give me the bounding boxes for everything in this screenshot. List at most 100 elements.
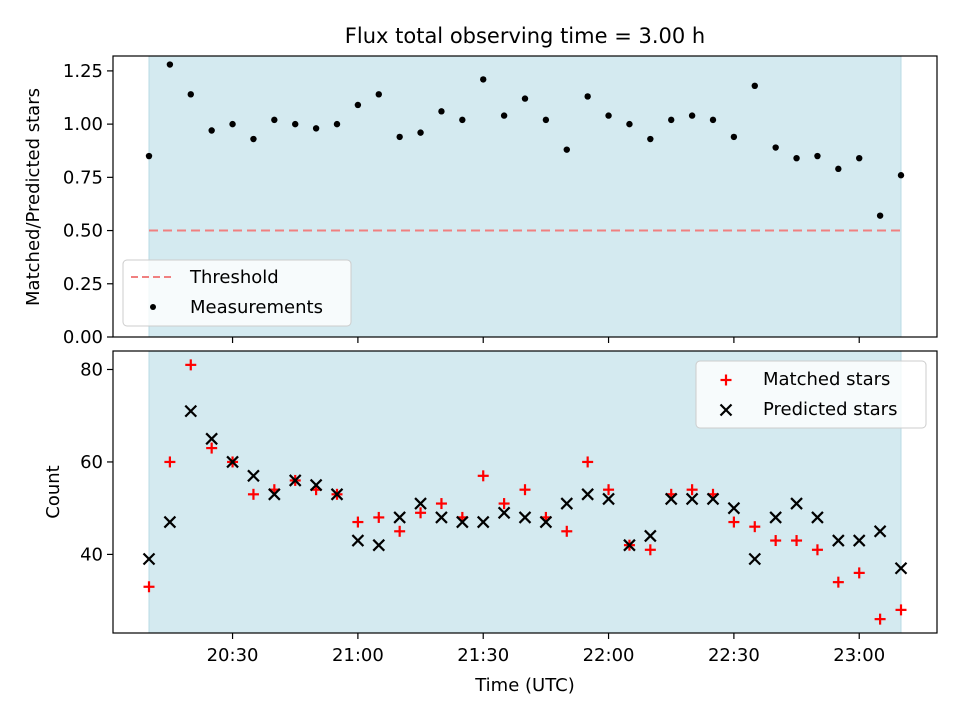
- measurement-point: [730, 133, 738, 141]
- x-ticks-ratio: [231, 337, 860, 343]
- measurement-point: [354, 101, 362, 109]
- predicted-star-point: [351, 534, 365, 547]
- x-ticks-counts: 20:30 21:00 21:30 22:00 22:30 23:00: [207, 633, 885, 666]
- predicted-star-point: [247, 469, 260, 483]
- predicted-star-point: [727, 501, 741, 515]
- y-tick-label: 1.25: [63, 61, 103, 82]
- measurement-point: [751, 82, 758, 90]
- predicted-star-point: [560, 497, 574, 510]
- matched-star-point: [811, 544, 823, 556]
- measurement-point: [563, 146, 570, 153]
- predicted-star-point: [372, 538, 386, 552]
- legend-predicted-marker: [719, 403, 733, 417]
- legend-measurements-swatch: [150, 304, 156, 310]
- predicted-star-point: [539, 515, 553, 529]
- measurement-point: [187, 91, 194, 98]
- measurement-point: [438, 108, 445, 115]
- matched-star-point: [874, 613, 886, 625]
- matched-star-point: [686, 484, 698, 496]
- predicted-star-point: [288, 474, 302, 487]
- predicted-star-point: [873, 525, 887, 538]
- measurement-point: [897, 172, 905, 179]
- measurement-point: [626, 120, 633, 128]
- matched-star-point: [644, 544, 656, 556]
- predicted-star-point: [769, 511, 782, 524]
- y-tick-label: 0.00: [63, 327, 103, 348]
- panel-counts: 40 60 80 20:30 21:00 21:30 22:00 22:30 23:00 Co…: [43, 350, 938, 696]
- measurement-point: [835, 165, 842, 173]
- matched-star-point: [394, 525, 406, 537]
- predicted-star-point: [268, 488, 281, 501]
- matched-star-point: [143, 581, 155, 593]
- measurement-point: [856, 154, 863, 162]
- predicted-star-point: [748, 552, 762, 566]
- x-tick-label: 23:00: [833, 645, 885, 666]
- matched-star-point: [352, 516, 364, 528]
- legend-matched-swatch: [720, 374, 732, 386]
- measurement-point: [480, 76, 487, 83]
- predicted-star-point: [518, 511, 532, 524]
- y-tick-label: 80: [80, 359, 103, 380]
- matched-star-point: [415, 507, 427, 519]
- measurement-point: [375, 91, 382, 98]
- matched-star-point: [185, 359, 197, 371]
- predicted-star-point: [602, 492, 615, 506]
- axes-frame-ratio: [112, 55, 938, 338]
- y-tick-label: 40: [80, 544, 103, 565]
- matched-star-point: [749, 521, 761, 533]
- predicted-star-point: [456, 515, 469, 529]
- legend-box-counts: [695, 360, 927, 429]
- matched-star-point: [477, 470, 489, 482]
- x-tick-label: 22:30: [708, 645, 760, 666]
- legend-threshold-label: Threshold: [189, 267, 279, 288]
- x-tick-label: 22:00: [583, 645, 635, 666]
- x-axis-label: Time (UTC): [474, 675, 575, 696]
- predicted-stars-points: [142, 404, 908, 575]
- legend-predicted-label: Predicted stars: [763, 399, 897, 420]
- matched-star-point: [164, 456, 176, 468]
- predicted-star-point: [476, 515, 490, 529]
- matched-star-point: [791, 535, 803, 547]
- axes-frame-counts: [112, 350, 938, 634]
- matched-star-point: [895, 604, 907, 616]
- matched-star-point: [853, 567, 865, 579]
- predicted-star-point: [184, 404, 198, 418]
- matched-star-point: [435, 498, 447, 510]
- measurement-point: [208, 127, 215, 134]
- predicted-star-point: [852, 534, 866, 547]
- predicted-star-point: [811, 511, 824, 524]
- predicted-star-point: [309, 478, 323, 492]
- measurement-point: [292, 120, 299, 128]
- y-axis-label-ratio: Matched/Predicted stars: [23, 88, 44, 306]
- matched-star-point: [603, 484, 615, 496]
- predicted-star-point: [435, 511, 448, 524]
- measurement-point: [584, 93, 591, 100]
- predicted-star-point: [623, 538, 636, 552]
- measurement-point: [542, 116, 550, 124]
- matched-star-point: [561, 525, 573, 537]
- measurement-point: [417, 129, 424, 136]
- y-tick-label: 0.75: [63, 167, 103, 188]
- predicted-star-point: [226, 455, 239, 469]
- measurement-point: [709, 116, 717, 124]
- measurement-point: [772, 144, 779, 151]
- matched-star-point: [206, 442, 218, 454]
- legend-counts: Matched stars Predicted stars: [695, 360, 927, 429]
- measurement-point: [876, 212, 884, 219]
- legend-box-ratio: [122, 259, 352, 327]
- measurement-point: [793, 154, 800, 162]
- measurement-point: [814, 152, 821, 160]
- x-tick-label: 20:30: [207, 645, 259, 666]
- measurement-point: [647, 135, 654, 143]
- predicted-star-point: [581, 488, 594, 501]
- predicted-star-point: [414, 497, 427, 510]
- measurement-point: [333, 120, 341, 128]
- measurement-point: [688, 112, 696, 119]
- y-tick-label: 0.50: [63, 221, 103, 242]
- predicted-star-point: [894, 562, 908, 575]
- measurement-point: [271, 116, 278, 124]
- matched-star-point: [582, 456, 594, 468]
- predicted-star-point: [497, 506, 511, 520]
- y-tick-label: 0.25: [63, 274, 103, 295]
